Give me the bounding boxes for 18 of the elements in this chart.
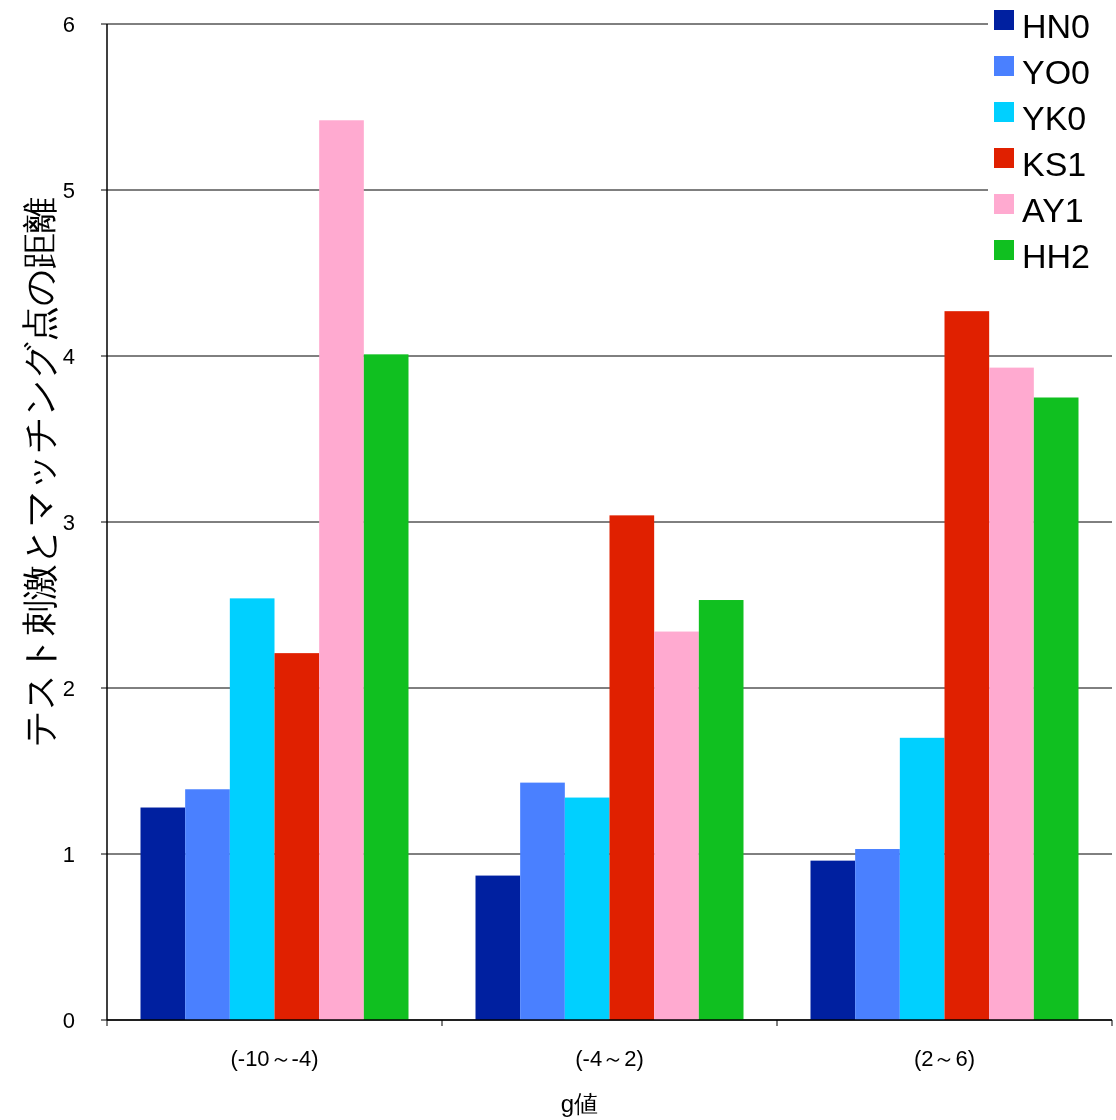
x-axis-title: g値: [560, 1090, 599, 1117]
y-tick-label: 2: [62, 676, 75, 701]
legend-label: YO0: [1022, 53, 1091, 91]
y-tick-label: 3: [62, 510, 75, 535]
legend-label: HH2: [1022, 237, 1091, 275]
x-tick-label: (2～6): [913, 1046, 976, 1071]
y-tick-label: 5: [62, 178, 75, 203]
legend-label: KS1: [1022, 145, 1087, 183]
y-tick-label: 6: [62, 12, 75, 37]
y-tick-label: 1: [62, 842, 75, 867]
x-tick-label: (-10～-4): [230, 1046, 319, 1071]
legend-label: YK0: [1022, 99, 1087, 137]
x-tick-label: (-4～2): [575, 1046, 644, 1071]
legend-label: AY1: [1022, 191, 1084, 229]
y-axis-title: テスト刺激とマッチング点の距離: [19, 197, 60, 747]
y-tick-label: 0: [62, 1008, 75, 1033]
y-tick-label: 4: [62, 344, 75, 369]
legend-label: HN0: [1022, 7, 1091, 45]
